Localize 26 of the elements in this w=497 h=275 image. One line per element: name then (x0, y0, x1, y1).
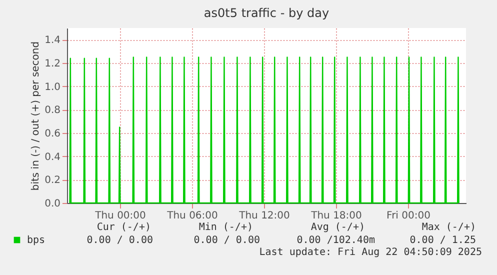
x-tick-label: Thu 12:00 (238, 210, 290, 222)
text: 0.00 /102.40m (296, 235, 375, 246)
text: Last update: Fri Aug 22 04:50:09 2025 (259, 247, 482, 258)
y-tick-label: 0.2 (44, 175, 60, 186)
y-tick-label: 1.2 (44, 58, 60, 70)
y-tick-label: 1.0 (44, 82, 60, 93)
chart-title: as0t5 traffic - by day (204, 6, 330, 20)
y-tick-label: 1.4 (44, 35, 60, 46)
y-axis-title: bits in (-) / out (+) per second (30, 41, 42, 191)
y-tick-label: 0.0 (44, 198, 60, 210)
y-tick-label: 0.8 (44, 105, 60, 116)
text: 0.00 / 1.25 (410, 235, 476, 246)
x-tick-label: Fri 00:00 (386, 210, 430, 222)
line-series (69, 56, 460, 204)
legend-label: bps (27, 235, 46, 246)
text: 0.00 / 0.00 (86, 235, 153, 246)
text: 0.00 / 0.00 (194, 235, 260, 246)
y-tick-label: 0.4 (44, 152, 60, 163)
text: Avg (-/+) (310, 222, 365, 233)
text: Cur (-/+) (96, 222, 151, 233)
y-tick-label: 0.6 (44, 128, 60, 140)
x-tick-label: Thu 06:00 (166, 210, 218, 222)
text: Max (-/+) (422, 222, 476, 233)
text: Min (-/+) (198, 222, 253, 233)
x-tick-label: Thu 18:00 (310, 210, 362, 222)
x-tick-label: Thu 00:00 (94, 210, 146, 222)
